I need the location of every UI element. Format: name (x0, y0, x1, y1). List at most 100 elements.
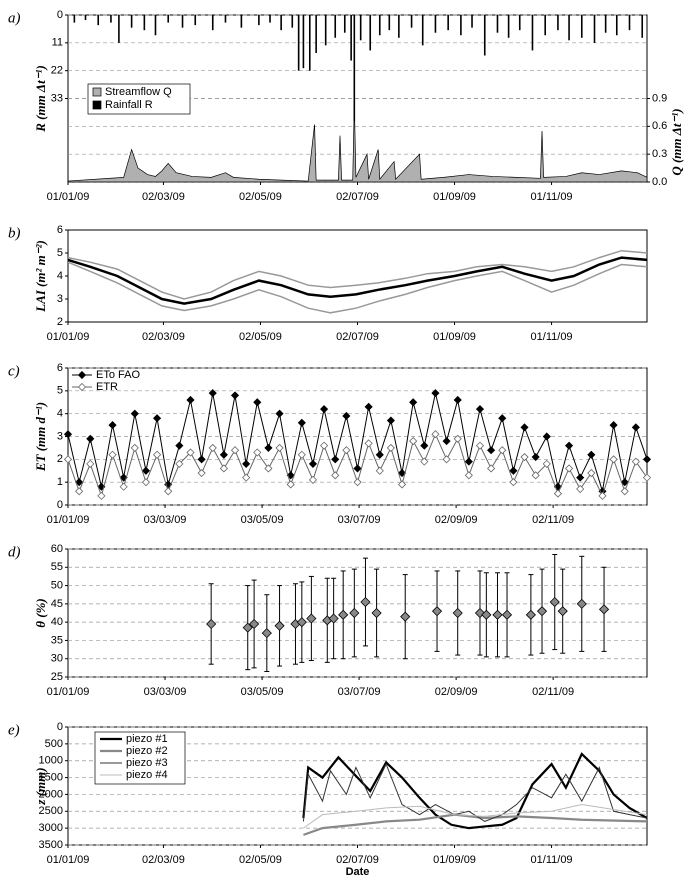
y-tick-label: 22 (51, 65, 63, 77)
bar (410, 15, 413, 28)
marker (531, 452, 540, 462)
bar (84, 15, 87, 21)
bar (447, 15, 449, 31)
bar (398, 15, 400, 38)
marker (264, 443, 273, 452)
marker (275, 443, 284, 452)
marker (576, 598, 587, 609)
marker (331, 471, 340, 480)
y-tick-label: 3 (57, 430, 63, 442)
x-tick-label: 01/09/09 (433, 331, 476, 343)
bar (496, 15, 499, 33)
marker (409, 437, 418, 446)
line (302, 752, 648, 830)
y-tick-label: 50 (51, 579, 63, 591)
marker (420, 441, 429, 450)
marker (642, 473, 652, 482)
y-tick-label: 5 (57, 247, 63, 259)
marker (564, 464, 574, 473)
marker (119, 482, 128, 491)
marker (206, 618, 217, 630)
y-tick-label: 1000 (39, 755, 63, 767)
marker (153, 450, 162, 459)
y-tick-label: 6 (57, 224, 63, 236)
bar (568, 15, 570, 41)
x-tick-label: 02/05/09 (239, 331, 282, 343)
marker (75, 487, 84, 496)
marker (186, 448, 195, 457)
marker (353, 478, 362, 487)
marker (598, 604, 610, 615)
bar (353, 15, 356, 122)
x-tick-label: 03/03/09 (144, 514, 187, 526)
marker (342, 446, 351, 455)
marker (86, 459, 95, 468)
y-tick-label: 30 (51, 653, 63, 665)
bar (143, 15, 146, 31)
marker (375, 466, 384, 475)
marker (286, 480, 295, 489)
x-tick-label: 03/05/09 (241, 686, 284, 698)
marker (249, 618, 260, 630)
line (67, 256, 648, 305)
marker (286, 471, 295, 480)
bar (297, 15, 300, 71)
bar (97, 15, 100, 26)
marker (520, 452, 529, 462)
y-tick-label: 3000 (39, 822, 63, 834)
marker (208, 389, 217, 398)
line (303, 813, 648, 836)
marker (420, 457, 429, 466)
panel-label: e) (8, 722, 20, 738)
y-tick-label: 2 (57, 316, 63, 328)
marker (542, 432, 551, 441)
marker (542, 459, 551, 468)
marker (386, 416, 395, 425)
x-tick-label: 02/07/09 (336, 191, 379, 203)
bar (531, 15, 534, 51)
marker (308, 459, 318, 468)
marker (338, 609, 349, 620)
marker (386, 443, 395, 452)
y-tick-label: 3 (57, 293, 63, 305)
marker (631, 457, 640, 466)
marker (230, 446, 240, 455)
bar (369, 15, 372, 51)
marker (498, 446, 507, 455)
y-tick-label: 4 (57, 408, 63, 420)
y-axis-label: R (mm Δt⁻¹) (33, 65, 48, 133)
bar (130, 15, 133, 28)
bar (471, 15, 473, 28)
x-tick-label: 02/03/09 (142, 854, 185, 866)
marker (63, 430, 73, 439)
marker (587, 468, 596, 478)
marker (609, 421, 618, 430)
y-tick-label: 1500 (39, 771, 63, 783)
marker (400, 611, 411, 622)
bar (291, 15, 294, 28)
line (303, 804, 648, 829)
bar (280, 15, 282, 31)
marker (453, 395, 462, 405)
marker (453, 434, 462, 443)
legend-box (87, 83, 191, 115)
bar (628, 15, 631, 31)
marker (498, 414, 507, 423)
bar (334, 15, 337, 38)
marker (481, 609, 492, 620)
y-tick-label: 60 (51, 543, 63, 555)
y-tick-label: 35 (51, 634, 63, 646)
legend-label: piezo #1 (126, 733, 168, 745)
marker (264, 464, 273, 473)
x-tick-label: 02/11/09 (532, 514, 574, 526)
marker (520, 423, 529, 432)
marker (328, 613, 339, 624)
x-tick-label: 03/03/09 (144, 686, 187, 698)
legend-label: piezo #3 (126, 757, 168, 769)
panel-label: d) (8, 544, 21, 560)
bar (167, 15, 170, 23)
marker (308, 475, 318, 484)
marker (536, 606, 548, 617)
bar (388, 15, 391, 31)
